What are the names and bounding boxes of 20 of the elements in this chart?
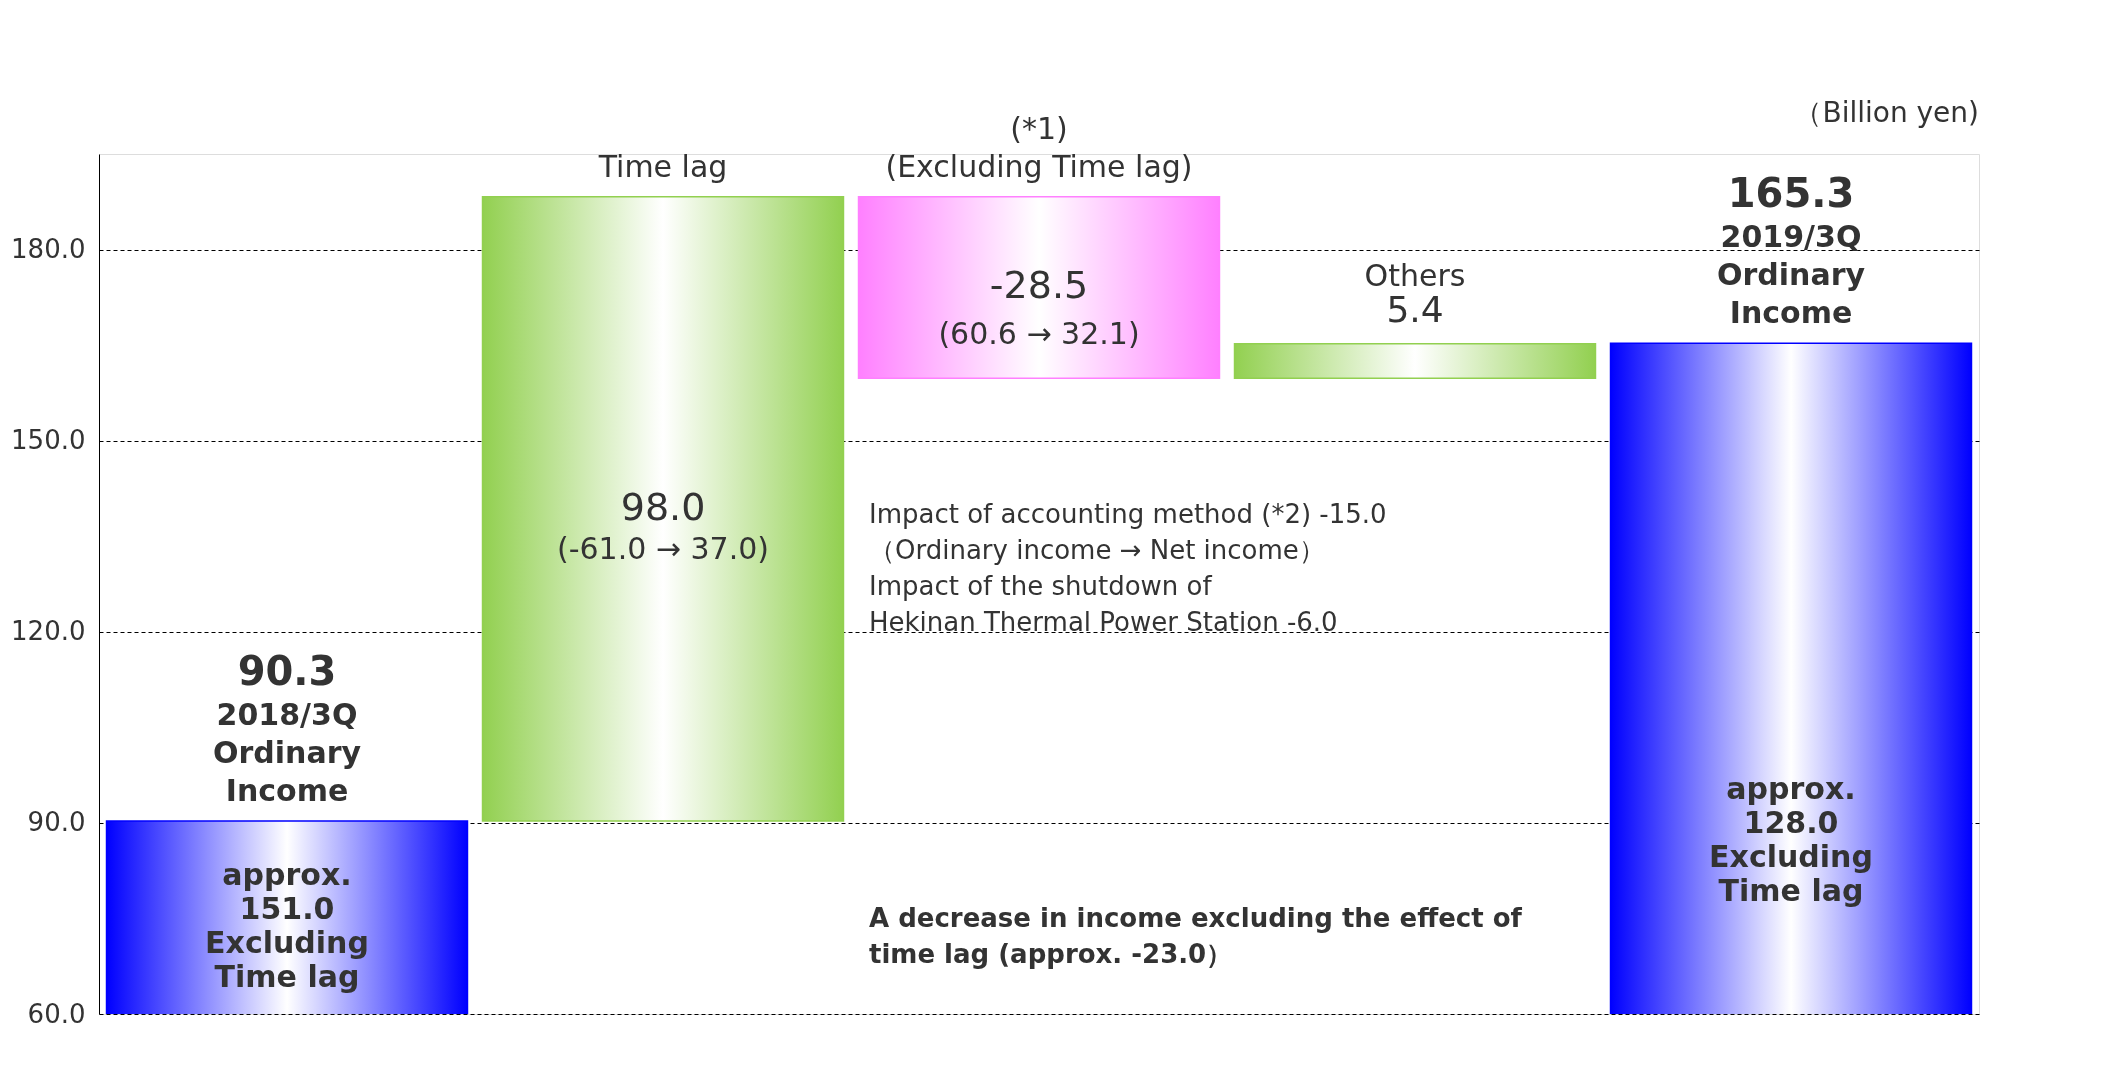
y-tick-label: 180.0 — [11, 234, 86, 265]
annotation: Impact of accounting method (*2) -15.0 （Ordinary income → Net income） Impact of the shutdown of Hekinan Thermal Power Station -6.0 — [869, 499, 1387, 638]
x-tick-label: Time lag — [597, 148, 728, 184]
y-tick-label: 60.0 — [27, 998, 86, 1029]
annotation: A decrease in income excluding the effect of time lag (approx. -23.0） — [869, 903, 1523, 970]
y-tick-label: 150.0 — [11, 425, 86, 456]
data-label: -28.5 — [989, 263, 1089, 308]
x-tick-label: (*1) (Excluding Time lag) — [885, 110, 1193, 184]
annotation: approx. 151.0 Excluding Time lag — [205, 857, 369, 995]
data-label: 98.0 — [620, 484, 706, 529]
annotation: (-61.0 → 37.0) — [556, 530, 770, 566]
y-tick-label: 90.0 — [27, 807, 86, 838]
x-tick-label: 2018/3Q Ordinary Income — [212, 696, 362, 808]
x-tick-label: 2019/3Q Ordinary Income — [1716, 219, 1866, 331]
annotation: (60.6 → 32.1) — [938, 315, 1140, 351]
y-axis-title: （Billion yen) — [1794, 96, 1979, 129]
y-tick-label: 120.0 — [11, 616, 86, 647]
data-label: 165.3 — [1727, 170, 1855, 217]
annotation: approx. 128.0 Excluding Time lag — [1709, 771, 1873, 909]
data-label: 90.3 — [237, 647, 337, 694]
